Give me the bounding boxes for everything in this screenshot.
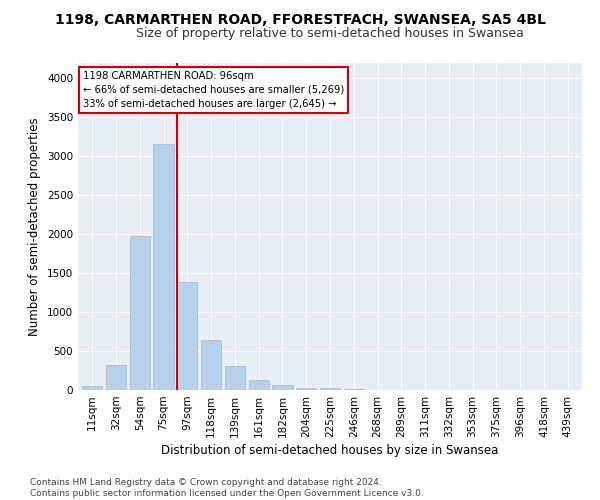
Bar <box>154 144 173 390</box>
Bar <box>344 389 364 390</box>
Title: Size of property relative to semi-detached houses in Swansea: Size of property relative to semi-detach… <box>136 28 524 40</box>
Bar <box>248 380 269 390</box>
Bar <box>225 366 245 390</box>
Text: Contains HM Land Registry data © Crown copyright and database right 2024.
Contai: Contains HM Land Registry data © Crown c… <box>30 478 424 498</box>
Text: 1198 CARMARTHEN ROAD: 96sqm
← 66% of semi-detached houses are smaller (5,269)
33: 1198 CARMARTHEN ROAD: 96sqm ← 66% of sem… <box>83 70 344 108</box>
X-axis label: Distribution of semi-detached houses by size in Swansea: Distribution of semi-detached houses by … <box>161 444 499 457</box>
Bar <box>272 384 293 390</box>
Bar <box>82 386 103 390</box>
Bar <box>130 236 150 390</box>
Bar <box>177 282 197 390</box>
Bar <box>320 388 340 390</box>
Bar <box>106 364 126 390</box>
Y-axis label: Number of semi-detached properties: Number of semi-detached properties <box>28 117 41 336</box>
Bar <box>296 388 316 390</box>
Bar <box>201 340 221 390</box>
Text: 1198, CARMARTHEN ROAD, FFORESTFACH, SWANSEA, SA5 4BL: 1198, CARMARTHEN ROAD, FFORESTFACH, SWAN… <box>55 12 545 26</box>
